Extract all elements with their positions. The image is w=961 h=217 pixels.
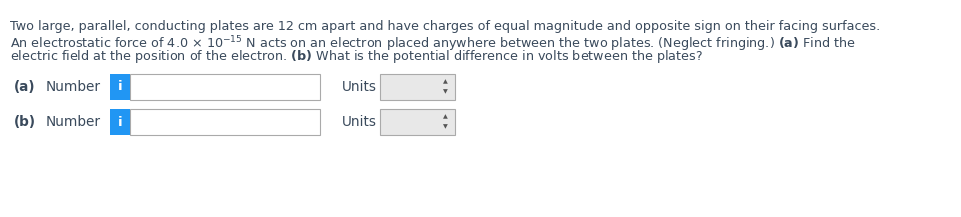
Text: Units: Units: [342, 115, 377, 129]
FancyBboxPatch shape: [380, 74, 455, 100]
Text: Units: Units: [342, 80, 377, 94]
FancyBboxPatch shape: [130, 74, 320, 100]
FancyBboxPatch shape: [130, 109, 320, 135]
FancyBboxPatch shape: [380, 109, 455, 135]
Text: electric field at the position of the electron. $\mathbf{(b)}$ What is the poten: electric field at the position of the el…: [10, 48, 702, 65]
Text: An electrostatic force of 4.0 $\times$ 10$^{-15}$ N acts on an electron placed a: An electrostatic force of 4.0 $\times$ 1…: [10, 34, 856, 54]
Text: Number: Number: [46, 115, 101, 129]
Text: Number: Number: [46, 80, 101, 94]
FancyBboxPatch shape: [110, 74, 130, 100]
Text: ▼: ▼: [443, 89, 448, 94]
FancyBboxPatch shape: [110, 109, 130, 135]
Text: ▼: ▼: [443, 125, 448, 130]
Text: Two large, parallel, conducting plates are 12 cm apart and have charges of equal: Two large, parallel, conducting plates a…: [10, 20, 880, 33]
Text: i: i: [117, 81, 122, 94]
Text: (a): (a): [14, 80, 36, 94]
Text: ▲: ▲: [443, 115, 448, 120]
Text: i: i: [117, 115, 122, 128]
Text: (b): (b): [14, 115, 36, 129]
Text: ▲: ▲: [443, 79, 448, 84]
